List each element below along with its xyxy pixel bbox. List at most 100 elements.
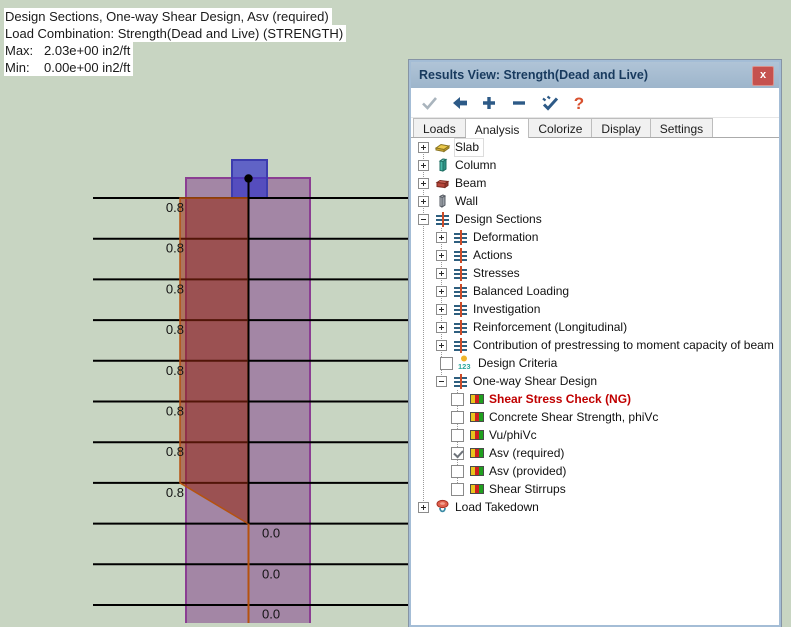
tree-item-label: One-way Shear Design (473, 373, 598, 388)
section-value-label: 0.8 (166, 444, 184, 459)
vu-phivc-checkbox[interactable] (451, 428, 464, 442)
result-title-line: Design Sections, One-way Shear Design, A… (4, 8, 332, 25)
tree-item-beam[interactable]: Beam (411, 174, 779, 192)
results-view-panel: Results View: Strength(Dead and Live) x (409, 60, 781, 627)
tree-item-actions[interactable]: Actions (411, 246, 779, 264)
tree-item-slab[interactable]: Slab (411, 138, 779, 157)
section-value-label: 0.0 (262, 566, 280, 581)
tree-item-prestressing-contribution[interactable]: Contribution of prestressing to moment c… (411, 336, 779, 354)
tree-item-stresses[interactable]: Stresses (411, 264, 779, 282)
verify-selection-button[interactable] (539, 94, 559, 112)
concrete-shear-strength-checkbox[interactable] (451, 410, 464, 424)
load-takedown-icon (434, 499, 451, 515)
close-button[interactable]: x (752, 66, 774, 86)
tree-item-wall[interactable]: Wall (411, 192, 779, 210)
tree-item-label: Vu/phiVc (489, 427, 537, 442)
help-button[interactable]: ? (569, 94, 589, 112)
section-value-labels: 0.8 0.8 0.8 0.8 0.8 0.8 0.8 0.8 0.0 0.0 … (166, 200, 280, 622)
expand-toggle[interactable] (436, 231, 447, 243)
design-criteria-checkbox[interactable] (440, 356, 453, 370)
asv-required-checkbox[interactable] (451, 446, 464, 460)
design-section-icon (452, 229, 469, 245)
tree-item-label: Reinforcement (Longitudinal) (473, 319, 628, 334)
design-section-icon (452, 319, 469, 335)
tree-guide-root (423, 147, 424, 507)
tree-item-shear-stirrups[interactable]: Shear Stirrups (411, 480, 779, 498)
section-value-label: 0.8 (166, 485, 184, 500)
panel-title: Results View: Strength(Dead and Live) (419, 68, 648, 82)
tab-loads[interactable]: Loads (413, 118, 466, 137)
tree-item-design-criteria[interactable]: 123 Design Criteria (411, 354, 779, 372)
expand-toggle[interactable] (418, 141, 429, 153)
tab-display[interactable]: Display (592, 118, 651, 137)
back-button[interactable] (449, 94, 469, 112)
design-section-icon (452, 301, 469, 317)
tree-item-design-sections[interactable]: Design Sections (411, 210, 779, 228)
apply-button[interactable] (419, 94, 439, 112)
expand-toggle[interactable] (436, 285, 447, 297)
remove-icon (513, 100, 525, 105)
tree-item-label: Beam (455, 175, 487, 190)
expand-toggle[interactable] (436, 339, 447, 351)
tree-item-load-takedown[interactable]: Load Takedown (411, 498, 779, 516)
colorbar-icon (468, 391, 485, 407)
collapse-toggle[interactable] (436, 375, 447, 387)
panel-titlebar[interactable]: Results View: Strength(Dead and Live) x (411, 62, 779, 88)
tree-item-column[interactable]: Column (411, 156, 779, 174)
tree-item-balanced-loading[interactable]: Balanced Loading (411, 282, 779, 300)
tree-item-label: Design Sections (455, 211, 542, 226)
min-value-line: Min: 0.00e+00 in2/ft (4, 59, 134, 76)
tree-item-label: Slab (453, 138, 485, 157)
shear-stress-check-checkbox[interactable] (451, 392, 464, 406)
verify-check-icon (542, 95, 559, 111)
results-tree: Slab Column Be (411, 138, 779, 625)
tree-item-label: Shear Stress Check (NG) (489, 391, 632, 406)
tree-item-shear-stress-check[interactable]: Shear Stress Check (NG) (411, 390, 779, 408)
expand-toggle[interactable] (436, 249, 447, 261)
design-section-icon (452, 373, 469, 389)
tree-item-asv-provided[interactable]: Asv (provided) (411, 462, 779, 480)
add-button[interactable] (479, 94, 499, 112)
node-dot[interactable] (244, 174, 253, 183)
column-icon (434, 157, 451, 173)
tree-item-label: Wall (455, 193, 478, 208)
colorbar-icon (468, 445, 485, 461)
expand-toggle[interactable] (436, 303, 447, 315)
remove-button[interactable] (509, 94, 529, 112)
tree-item-concrete-shear-strength[interactable]: Concrete Shear Strength, phiVc (411, 408, 779, 426)
beam-icon (434, 175, 451, 191)
tab-colorize[interactable]: Colorize (529, 118, 593, 137)
tree-item-deformation[interactable]: Deformation (411, 228, 779, 246)
design-section-icon (452, 283, 469, 299)
section-value-label: 0.8 (166, 281, 184, 296)
design-section-lines (93, 197, 409, 606)
asv-provided-checkbox[interactable] (451, 464, 464, 478)
collapse-toggle[interactable] (418, 213, 429, 225)
tab-analysis[interactable]: Analysis (465, 118, 530, 138)
expand-toggle[interactable] (418, 501, 429, 513)
expand-toggle[interactable] (418, 195, 429, 207)
tree-item-label: Contribution of prestressing to moment c… (473, 337, 774, 352)
load-combination-line: Load Combination: Strength(Dead and Live… (4, 25, 347, 42)
tree-item-one-way-shear-design[interactable]: One-way Shear Design (411, 372, 779, 390)
add-icon (483, 96, 495, 109)
apply-check-icon (421, 96, 437, 110)
svg-text:?: ? (574, 94, 584, 112)
tree-item-vu-phivc[interactable]: Vu/phiVc (411, 426, 779, 444)
section-value-label: 0.0 (262, 607, 280, 622)
expand-toggle[interactable] (436, 321, 447, 333)
expand-toggle[interactable] (436, 267, 447, 279)
tree-item-reinforcement-longitudinal[interactable]: Reinforcement (Longitudinal) (411, 318, 779, 336)
tree-item-label: Balanced Loading (473, 283, 570, 298)
expand-toggle[interactable] (418, 159, 429, 171)
design-section-icon (452, 265, 469, 281)
asv-result-plot[interactable] (179, 197, 249, 525)
tab-settings[interactable]: Settings (650, 118, 714, 137)
shear-stirrups-checkbox[interactable] (451, 482, 464, 496)
tree-item-investigation[interactable]: Investigation (411, 300, 779, 318)
tree-item-asv-required[interactable]: Asv (required) (411, 444, 779, 462)
slab-icon (434, 139, 451, 155)
expand-toggle[interactable] (418, 177, 429, 189)
back-arrow-icon (452, 96, 467, 109)
